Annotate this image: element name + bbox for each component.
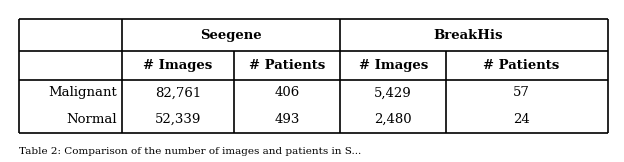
Text: Seegene: Seegene bbox=[200, 29, 262, 42]
Text: Normal: Normal bbox=[66, 113, 117, 126]
Text: Table 2: Comparison of the number of images and patients in S...: Table 2: Comparison of the number of ima… bbox=[19, 147, 361, 156]
Text: 24: 24 bbox=[513, 113, 530, 126]
Text: # Images: # Images bbox=[144, 59, 213, 72]
Text: 493: 493 bbox=[275, 113, 300, 126]
Text: 5,429: 5,429 bbox=[374, 86, 412, 99]
Text: BreakHis: BreakHis bbox=[434, 29, 503, 42]
Text: # Patients: # Patients bbox=[249, 59, 325, 72]
Text: # Images: # Images bbox=[359, 59, 428, 72]
Text: 406: 406 bbox=[275, 86, 300, 99]
Text: # Patients: # Patients bbox=[484, 59, 560, 72]
Text: 2,480: 2,480 bbox=[374, 113, 412, 126]
Text: 52,339: 52,339 bbox=[155, 113, 201, 126]
Text: 57: 57 bbox=[513, 86, 530, 99]
Text: 82,761: 82,761 bbox=[155, 86, 201, 99]
Text: Malignant: Malignant bbox=[48, 86, 117, 99]
